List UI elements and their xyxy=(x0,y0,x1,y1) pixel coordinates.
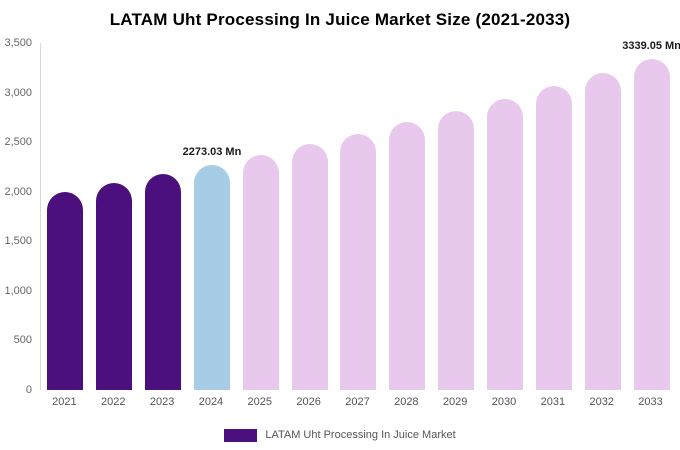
x-tick-label: 2023 xyxy=(149,396,175,408)
y-tick-label: 2,500 xyxy=(4,136,32,149)
x-tick-label: 2025 xyxy=(247,396,273,408)
bar-2033 xyxy=(633,58,670,390)
x-tick-label: 2027 xyxy=(345,396,370,408)
x-tick-label: 2031 xyxy=(540,396,566,408)
bar-2026 xyxy=(291,144,328,390)
bar-2028 xyxy=(389,122,426,390)
x-tick-label: 2029 xyxy=(442,396,468,408)
legend-swatch xyxy=(224,428,258,442)
bar-slot xyxy=(529,43,578,390)
legend: LATAM Uht Processing In Juice Market xyxy=(0,425,680,445)
y-tick-label: 2,000 xyxy=(4,185,32,198)
bar-2032 xyxy=(584,72,621,390)
x-tick-label: 2026 xyxy=(296,396,321,408)
bar-2021 xyxy=(47,191,84,390)
bar-slot xyxy=(383,43,432,390)
data-label-2033: 3339.05 Mn xyxy=(622,39,680,52)
bar-slot xyxy=(139,43,188,390)
bar-2029 xyxy=(438,111,475,390)
plot-area: 2273.03 Mn 3339.05 Mn xyxy=(40,40,680,390)
bar-slot xyxy=(627,43,676,390)
x-axis: 2021 2022 2023 2024 2025 2026 2027 2028 2029 2030… xyxy=(40,396,675,412)
bar-2030 xyxy=(487,98,524,390)
x-tick-label: 2028 xyxy=(394,396,419,408)
bar-2022 xyxy=(96,182,133,390)
y-tick-label: 3,500 xyxy=(4,37,32,49)
bar-slot xyxy=(236,43,285,390)
bar-slot xyxy=(41,43,90,390)
bar-slot xyxy=(481,43,530,390)
y-tick-label: 500 xyxy=(13,334,32,347)
y-axis: 3,500 3,000 2,500 2,000 1,500 1,000 500 0 xyxy=(0,37,36,396)
chart-title: LATAM Uht Processing In Juice Market Siz… xyxy=(109,10,571,29)
x-tick-label: 2024 xyxy=(198,396,224,408)
bar-slot xyxy=(90,43,139,390)
bar-slot xyxy=(285,43,334,390)
bar-2024 xyxy=(193,164,230,390)
y-tick-label: 3,000 xyxy=(4,86,32,99)
bar-2027 xyxy=(340,134,377,390)
bar-slot xyxy=(432,43,481,390)
x-tick-label: 2021 xyxy=(52,396,77,408)
x-tick-label: 2030 xyxy=(491,396,517,408)
x-tick-label: 2032 xyxy=(589,396,614,408)
bar-2031 xyxy=(535,85,572,390)
y-tick-label: 0 xyxy=(25,384,32,396)
bar-series: 2273.03 Mn 3339.05 Mn xyxy=(41,40,680,390)
x-tick-label: 2022 xyxy=(101,396,126,408)
bar-slot xyxy=(188,43,237,390)
y-tick-label: 1,500 xyxy=(4,235,32,248)
y-tick-label: 1,000 xyxy=(4,284,32,297)
x-tick-label: 2033 xyxy=(638,396,663,408)
bar-2023 xyxy=(145,173,182,390)
bar-slot xyxy=(578,43,627,390)
legend-label: LATAM Uht Processing In Juice Market xyxy=(265,429,456,441)
bar-2025 xyxy=(242,155,279,390)
bar-slot xyxy=(334,43,383,390)
data-label-2024: 2273.03 Mn xyxy=(182,145,242,158)
